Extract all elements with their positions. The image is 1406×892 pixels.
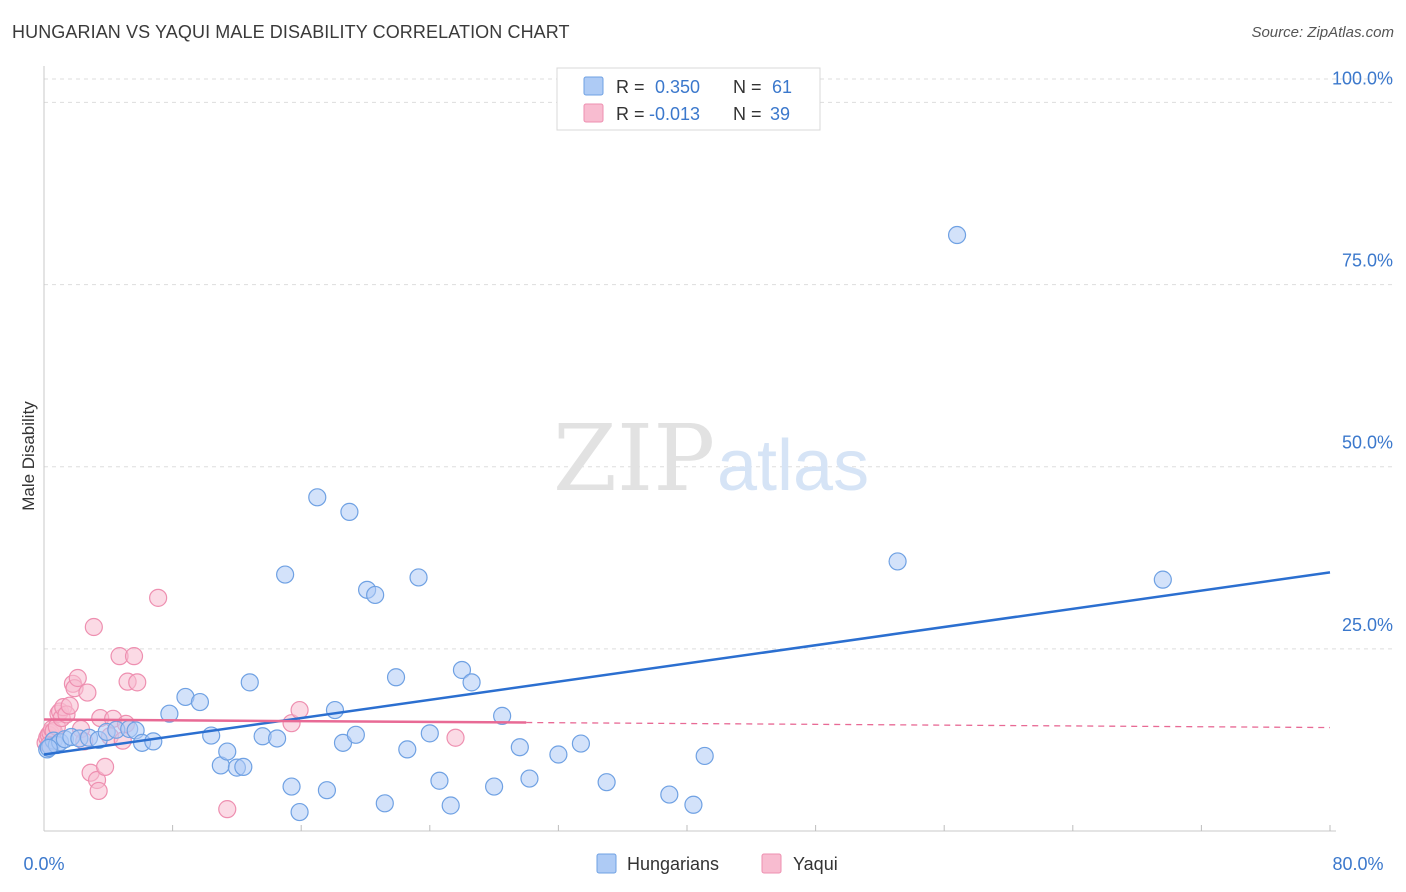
hungarians-point: [267, 729, 287, 748]
hungarians-point: [493, 706, 512, 725]
hungarians-swatch: [583, 76, 604, 96]
hungarians-point: [441, 796, 460, 815]
hungarians-point: [386, 668, 406, 687]
y-axis-title: Male Disability: [19, 401, 38, 511]
yaqui-point: [60, 696, 79, 715]
yaqui-point: [95, 757, 115, 776]
y-tick-label: 75.0%: [1342, 251, 1393, 271]
grid-lines: [44, 78, 1392, 650]
hungarians-point: [597, 773, 616, 792]
yaqui-point: [218, 800, 237, 819]
hungarians-point: [218, 742, 237, 761]
hungarians-point: [571, 734, 591, 753]
y-tick-label: 100.0%: [1332, 68, 1393, 88]
hungarians-r-value: 0.350: [655, 77, 700, 97]
yaqui-r-label: R =: [616, 104, 645, 124]
hungarians-point: [660, 785, 679, 804]
yaqui-point: [89, 781, 108, 801]
hungarians-point: [282, 777, 301, 796]
hungarians-point: [1153, 570, 1172, 589]
hungarians-point: [240, 673, 259, 692]
hungarians-point: [420, 724, 439, 743]
hungarians-point: [234, 757, 253, 776]
legend-hungarians-label: Hungarians: [627, 854, 719, 874]
source-label: Source: ZipAtlas.com: [1251, 24, 1394, 41]
hungarians-n-label: N =: [733, 77, 762, 97]
hungarians-point: [340, 502, 359, 521]
hungarians-point: [160, 704, 179, 723]
hungarians-point: [398, 740, 417, 759]
yaqui-point: [128, 673, 147, 692]
hungarians-point: [308, 488, 327, 507]
hungarians-point: [375, 794, 394, 813]
yaqui-point: [290, 700, 309, 720]
chart-title: HUNGARIAN VS YAQUI MALE DISABILITY CORRE…: [12, 22, 570, 42]
hungarians-point: [684, 795, 703, 814]
hungarians-point: [144, 732, 163, 751]
legend-yaqui-label: Yaqui: [793, 854, 838, 874]
yaqui-point: [149, 588, 168, 607]
legend-yaqui-swatch: [761, 853, 782, 874]
hungarians-point: [452, 660, 472, 680]
hungarians-point: [346, 725, 365, 744]
yaqui-r-value: -0.013: [649, 104, 700, 124]
hungarians-point: [520, 769, 539, 788]
hungarians-point: [325, 700, 345, 720]
hungarians-point: [190, 692, 210, 712]
hungarians-point: [888, 552, 907, 571]
hungarians-point: [317, 781, 337, 800]
hungarians-n-value: 61: [772, 77, 792, 97]
hungarians-point: [510, 738, 529, 757]
hungarians-point: [366, 585, 385, 605]
hungarians-point: [462, 673, 481, 692]
x-tick-label-min: 0.0%: [23, 854, 64, 874]
hungarians-point: [333, 733, 353, 752]
yaqui-trend-line-extension: [526, 721, 1331, 729]
watermark-atlas: atlas: [717, 426, 869, 506]
x-tick-label-max: 80.0%: [1332, 854, 1383, 874]
yaqui-n-label: N =: [733, 104, 762, 124]
yaqui-point: [68, 668, 87, 688]
yaqui-point: [124, 647, 144, 666]
yaqui-trend-line: [43, 718, 527, 724]
yaqui-swatch: [583, 103, 604, 123]
hungarians-point: [549, 745, 568, 764]
hungarians-point: [430, 771, 449, 790]
hungarians-point: [485, 777, 504, 796]
yaqui-point: [78, 683, 97, 702]
hungarians-point: [695, 746, 714, 766]
y-tick-label: 25.0%: [1342, 615, 1393, 635]
y-tick-labels: 25.0% 50.0% 75.0% 100.0%: [1332, 68, 1393, 634]
hungarians-point: [290, 802, 309, 822]
stats-legend: R = 0.350 N = 61 R = -0.013 N = 39: [556, 67, 821, 131]
yaqui-n-value: 39: [770, 104, 790, 124]
y-tick-label: 50.0%: [1342, 433, 1393, 453]
series-legend: Hungarians Yaqui: [596, 853, 838, 874]
hungarians-r-label: R =: [616, 77, 645, 97]
hungarians-point: [276, 565, 295, 584]
scatter-points: [36, 225, 1172, 822]
yaqui-point: [446, 728, 465, 747]
hungarians-point: [409, 568, 428, 587]
yaqui-point: [84, 617, 103, 637]
legend-hungarians-swatch: [596, 853, 617, 874]
x-axis-ticks: [172, 825, 1331, 831]
hungarians-point: [947, 225, 967, 245]
trend-lines: [43, 571, 1331, 756]
hungarians-trend-line: [43, 571, 1331, 756]
watermark-zip: ZIP: [553, 405, 715, 512]
